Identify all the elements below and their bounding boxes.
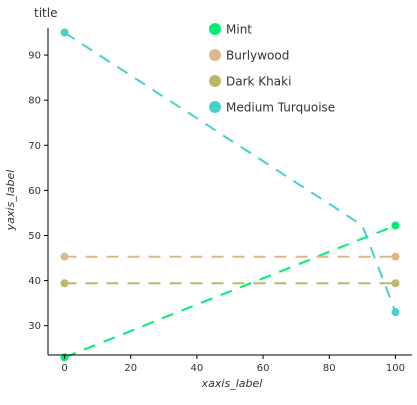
- x-axis-title: xaxis_label: [201, 377, 263, 390]
- legend-marker-medium-turquoise: [209, 101, 221, 113]
- y-tick-label: 70: [28, 141, 41, 152]
- series-end-point-mint: [391, 221, 400, 230]
- y-axis-title: yaxis_label: [4, 170, 17, 232]
- x-tick-label: 60: [257, 363, 270, 374]
- y-tick-label: 30: [28, 321, 41, 332]
- plot-area: [60, 28, 400, 362]
- series-start-point-burlywood: [60, 252, 69, 261]
- legend-marker-mint: [209, 23, 221, 35]
- legend-label-medium-turquoise: Medium Turquoise: [226, 101, 335, 115]
- series-start-point-medium-turquoise: [60, 28, 69, 37]
- y-axis: 30 40 50 60 70 80 90: [28, 28, 49, 355]
- y-tick-label: 40: [28, 276, 41, 287]
- series-end-point-burlywood: [391, 252, 400, 261]
- legend-label-burlywood: Burlywood: [226, 49, 289, 63]
- y-tick-label: 90: [28, 51, 41, 62]
- x-tick-label: 80: [323, 363, 336, 374]
- y-tick-label: 80: [28, 96, 41, 107]
- x-axis: 0 20 40 60 80 100: [48, 354, 412, 374]
- y-tick-label: 50: [28, 231, 41, 242]
- series-end-point-dark-khaki: [391, 279, 400, 288]
- series-start-point-dark-khaki: [60, 279, 69, 288]
- legend-marker-dark-khaki: [209, 75, 221, 87]
- series-end-point-medium-turquoise: [391, 308, 400, 317]
- x-tick-label: 40: [191, 363, 204, 374]
- x-tick-label: 0: [61, 363, 67, 374]
- legend-label-mint: Mint: [226, 23, 252, 37]
- series-line-mint: [64, 224, 396, 359]
- legend-marker-burlywood: [209, 49, 221, 61]
- x-tick-label: 100: [386, 363, 405, 374]
- chart-title: title: [34, 6, 57, 20]
- y-tick-label: 60: [28, 186, 41, 197]
- x-tick-label: 20: [124, 363, 137, 374]
- legend-label-dark-khaki: Dark Khaki: [226, 75, 291, 89]
- legend: Mint Burlywood Dark Khaki Medium Turquoise: [209, 23, 335, 115]
- series-line-medium-turquoise: [63, 31, 397, 313]
